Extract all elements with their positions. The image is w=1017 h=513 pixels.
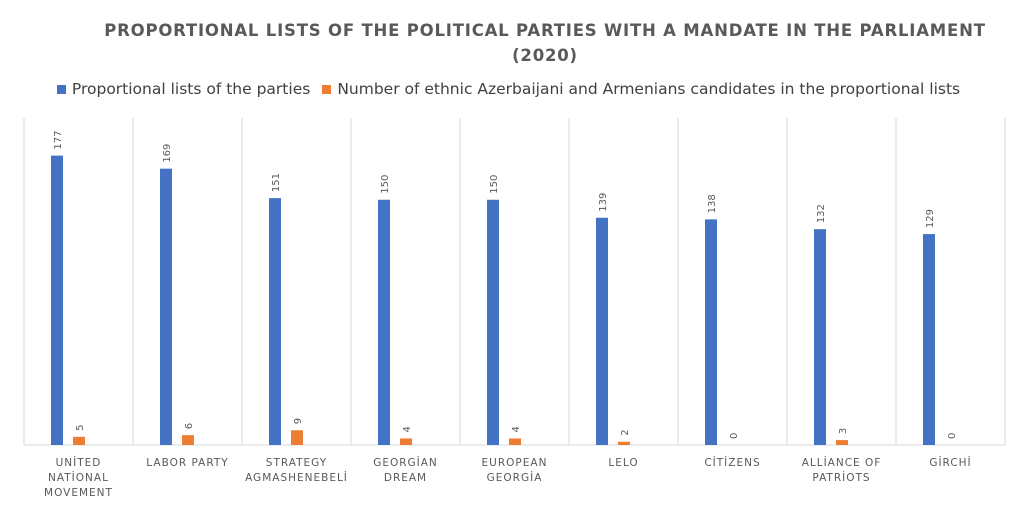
data-label: 139 <box>598 193 609 212</box>
bar-0-8 <box>923 234 935 445</box>
category-label: CİTİZENS <box>704 456 760 469</box>
legend-swatch-0 <box>56 84 66 94</box>
category-label: GEORGİA <box>487 471 543 484</box>
bar-0-2 <box>269 198 281 445</box>
data-label: 5 <box>75 424 86 430</box>
category-label: LABOR PARTY <box>146 457 228 469</box>
category-label: NATİONAL <box>48 471 109 484</box>
data-label: 150 <box>380 175 391 194</box>
data-label: 0 <box>729 433 740 439</box>
category-label: EUROPEAN <box>482 457 548 469</box>
bar-1-4 <box>509 438 521 445</box>
legend-label-1: Number of ethnic Azerbaijani and Armenia… <box>337 80 961 98</box>
category-label: DREAM <box>384 472 427 484</box>
legend-item-1: Number of ethnic Azerbaijani and Armenia… <box>322 80 960 98</box>
bar-1-1 <box>182 435 194 445</box>
data-label: 9 <box>293 418 304 424</box>
bar-1-0 <box>73 436 85 445</box>
bar-0-3 <box>378 199 390 445</box>
bar-1-2 <box>291 430 303 445</box>
legend-item-0: Proportional lists of the parties <box>56 80 311 98</box>
legend-label-0: Proportional lists of the parties <box>71 80 311 98</box>
legend-swatch-1 <box>322 84 332 94</box>
bar-0-6 <box>705 219 717 445</box>
bar-0-7 <box>814 229 826 445</box>
category-label: PATRİOTS <box>812 471 870 484</box>
category-label: GİRCHİ <box>929 456 971 469</box>
bar-0-5 <box>596 217 608 445</box>
data-label: 6 <box>184 423 195 429</box>
category-label: AGMASHENEBELİ <box>245 471 348 484</box>
data-label: 150 <box>489 175 500 194</box>
category-label: LELO <box>608 457 638 469</box>
data-label: 4 <box>511 426 522 432</box>
data-label: 4 <box>402 426 413 432</box>
category-label: GEORGİAN <box>373 456 438 469</box>
data-label: 151 <box>271 173 282 192</box>
bar-0-1 <box>160 168 172 445</box>
category-label: ALLİANCE OF <box>802 456 882 469</box>
data-label: 169 <box>162 144 173 163</box>
bar-0-0 <box>51 155 63 446</box>
bar-0-4 <box>487 199 499 445</box>
data-label: 132 <box>816 204 827 223</box>
data-label: 2 <box>620 429 631 435</box>
bar-1-5 <box>618 441 630 445</box>
bar-1-7 <box>836 440 848 445</box>
data-label: 177 <box>53 131 64 150</box>
data-label: 129 <box>925 209 936 228</box>
category-label: UNİTED <box>56 456 102 469</box>
data-label: 0 <box>947 433 958 439</box>
category-label: STRATEGY <box>266 457 327 469</box>
chart-title: PROPORTIONAL LISTS OF THE POLITICAL PART… <box>104 21 986 65</box>
data-label: 138 <box>707 194 718 213</box>
legend: Proportional lists of the parties Number… <box>0 80 1017 98</box>
bar-1-3 <box>400 438 412 445</box>
category-label: MOVEMENT <box>44 487 113 499</box>
data-label: 3 <box>838 428 849 434</box>
